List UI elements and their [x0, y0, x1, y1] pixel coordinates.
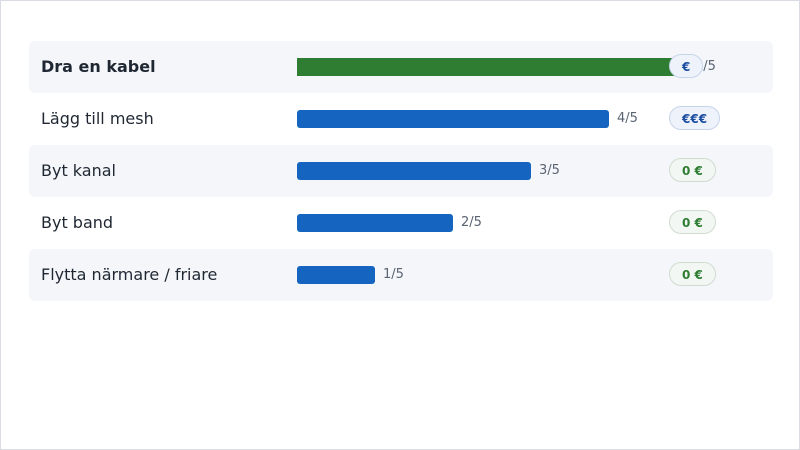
- category-label: Byt kanal: [41, 161, 116, 180]
- cost-badge-free: 0 €: [669, 210, 716, 234]
- bar: [297, 162, 531, 180]
- bar: [297, 214, 453, 232]
- bar-row: Byt band 2/5 0 €: [29, 197, 773, 249]
- score-label: 3/5: [539, 163, 560, 178]
- bar-track: 3/5: [297, 162, 687, 180]
- bar-row: Byt kanal 3/5 0 €: [29, 145, 773, 197]
- score-label: 1/5: [383, 267, 404, 282]
- bar-highlighted: [297, 58, 687, 76]
- cost-badge-free: 0 €: [669, 262, 716, 286]
- cost-badge: €€€: [669, 106, 721, 130]
- cost-badge: €: [669, 54, 704, 78]
- bar: [297, 110, 609, 128]
- category-label: Flytta närmare / friare: [41, 265, 218, 284]
- bar-track: 4/5: [297, 110, 687, 128]
- bar: [297, 266, 375, 284]
- bar-row: Lägg till mesh 4/5 €€€: [29, 93, 773, 145]
- bar-track: 5/5: [297, 58, 716, 76]
- score-label: 4/5: [617, 111, 638, 126]
- bar-track: 2/5: [297, 214, 687, 232]
- bar-row: Dra en kabel 5/5 €: [29, 41, 773, 93]
- category-label: Dra en kabel: [41, 57, 156, 76]
- category-label: Lägg till mesh: [41, 109, 154, 128]
- bar-track: 1/5: [297, 266, 687, 284]
- cost-badge-free: 0 €: [669, 158, 716, 182]
- category-label: Byt band: [41, 213, 114, 232]
- bar-rows: Dra en kabel 5/5 € Lägg till mesh 4/5 €€€ Byt …: [29, 41, 773, 301]
- bar-row: Flytta närmare / friare 1/5 0 €: [29, 249, 773, 301]
- score-label: 2/5: [461, 215, 482, 230]
